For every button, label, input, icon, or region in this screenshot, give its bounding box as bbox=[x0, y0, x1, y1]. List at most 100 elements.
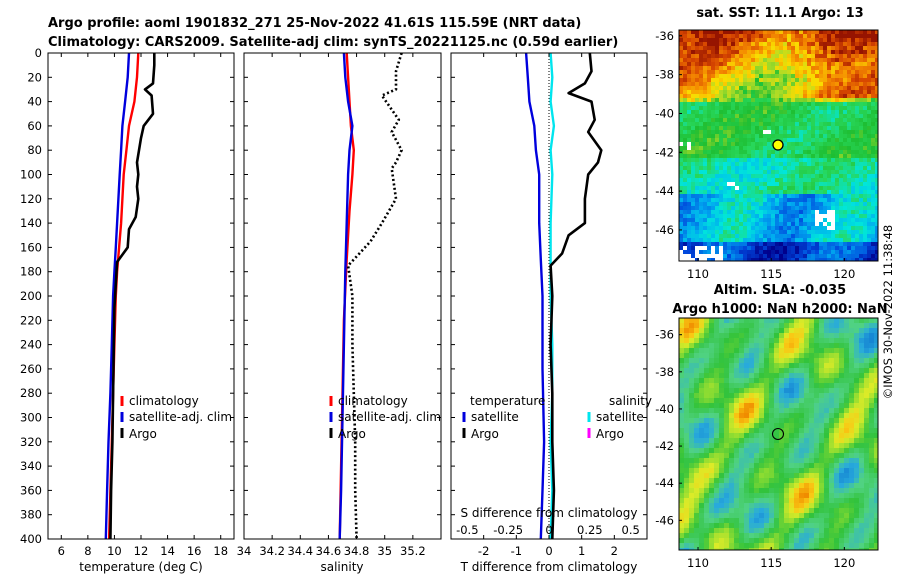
map-pixel bbox=[687, 38, 691, 42]
map-pixel bbox=[771, 70, 775, 74]
map-pixel bbox=[794, 348, 799, 353]
map-pixel bbox=[803, 226, 807, 230]
map-pixel bbox=[864, 333, 869, 338]
map-pixel bbox=[795, 158, 799, 162]
map-pixel bbox=[835, 62, 839, 66]
map-pixel bbox=[744, 418, 749, 423]
map-pixel bbox=[839, 30, 843, 34]
map-pixel bbox=[815, 34, 819, 38]
map-pixel bbox=[831, 246, 835, 250]
map-pixel bbox=[839, 174, 843, 178]
map-pixel bbox=[799, 142, 803, 146]
map-pixel bbox=[694, 343, 699, 348]
map-pixel bbox=[755, 206, 759, 210]
map-pixel bbox=[835, 258, 839, 261]
map-pixel bbox=[794, 358, 799, 363]
map-pixel bbox=[803, 194, 807, 198]
map-pixel bbox=[791, 62, 795, 66]
map-pixel bbox=[684, 373, 689, 378]
map-pixel bbox=[684, 453, 689, 458]
map-pixel bbox=[867, 238, 871, 242]
map-pixel bbox=[875, 170, 878, 174]
map-pixel bbox=[767, 250, 771, 254]
map-pixel bbox=[767, 126, 771, 130]
map-pixel bbox=[754, 443, 759, 448]
map-pixel bbox=[759, 413, 764, 418]
map-pixel bbox=[864, 488, 869, 493]
map-pixel bbox=[854, 433, 859, 438]
map-pixel bbox=[687, 234, 691, 238]
map-pixel bbox=[699, 348, 704, 353]
map-pixel bbox=[749, 453, 754, 458]
map-pixel bbox=[739, 246, 743, 250]
map-pixel bbox=[819, 250, 823, 254]
map-pixel bbox=[759, 82, 763, 86]
map-pixel bbox=[811, 102, 815, 106]
map-pixel bbox=[847, 198, 851, 202]
map-pixel bbox=[831, 42, 835, 46]
map-pixel bbox=[715, 166, 719, 170]
map-pixel bbox=[729, 478, 734, 483]
map-pixel bbox=[699, 398, 704, 403]
map-pixel bbox=[739, 206, 743, 210]
map-pixel bbox=[731, 182, 735, 186]
map-pixel bbox=[839, 226, 843, 230]
map-pixel bbox=[779, 42, 783, 46]
map-pixel bbox=[739, 458, 744, 463]
map-pixel bbox=[764, 428, 769, 433]
map-pixel bbox=[744, 333, 749, 338]
map-pixel bbox=[827, 218, 831, 222]
map-pixel bbox=[831, 230, 835, 234]
map-pixel bbox=[771, 34, 775, 38]
map-pixel bbox=[809, 418, 814, 423]
map-pixel bbox=[759, 238, 763, 242]
map-pixel bbox=[709, 363, 714, 368]
map-pixel bbox=[847, 94, 851, 98]
map-pixel bbox=[775, 238, 779, 242]
map-pixel bbox=[787, 50, 791, 54]
map-pixel bbox=[859, 114, 863, 118]
map-pixel bbox=[811, 30, 815, 34]
map-pixel bbox=[819, 34, 823, 38]
map-pixel bbox=[727, 222, 731, 226]
map-pixel bbox=[711, 70, 715, 74]
map-pixel bbox=[835, 178, 839, 182]
map-pixel bbox=[787, 90, 791, 94]
map-pixel bbox=[847, 226, 851, 230]
map-pixel bbox=[767, 170, 771, 174]
map-pixel bbox=[839, 210, 843, 214]
map-pixel bbox=[719, 106, 723, 110]
map-pixel bbox=[759, 348, 764, 353]
map-pixel bbox=[859, 258, 863, 261]
map-pixel bbox=[855, 250, 859, 254]
map-pixel bbox=[867, 114, 871, 118]
map-pixel bbox=[855, 34, 859, 38]
map-pixel bbox=[794, 408, 799, 413]
map-pixel bbox=[744, 513, 749, 518]
map-pixel bbox=[724, 473, 729, 478]
map-pixel bbox=[759, 393, 764, 398]
map-pixel bbox=[827, 126, 831, 130]
map-pixel bbox=[811, 206, 815, 210]
map-pixel bbox=[709, 323, 714, 328]
map-pixel bbox=[867, 210, 871, 214]
map-pixel bbox=[774, 398, 779, 403]
map-pixel bbox=[774, 423, 779, 428]
map-pixel bbox=[763, 162, 767, 166]
map-pixel bbox=[831, 66, 835, 70]
map-pixel bbox=[811, 230, 815, 234]
map-pixel bbox=[794, 398, 799, 403]
map-pixel bbox=[735, 230, 739, 234]
map-pixel bbox=[844, 323, 849, 328]
map-pixel bbox=[704, 318, 709, 323]
map-pixel bbox=[771, 194, 775, 198]
map-pixel bbox=[855, 186, 859, 190]
map-pixel bbox=[779, 190, 783, 194]
map-pixel bbox=[779, 82, 783, 86]
map-pixel bbox=[719, 383, 724, 388]
map-pixel bbox=[843, 218, 847, 222]
map-pixel bbox=[759, 218, 763, 222]
map-pixel bbox=[854, 493, 859, 498]
map-pixel bbox=[687, 98, 691, 102]
map-pixel bbox=[699, 162, 703, 166]
